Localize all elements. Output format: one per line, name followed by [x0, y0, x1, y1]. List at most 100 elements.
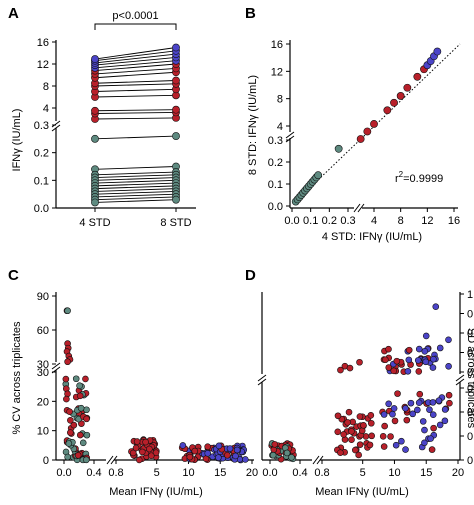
d-point: [379, 433, 387, 440]
a-pair-line: [94, 174, 177, 179]
d-point: [356, 413, 364, 420]
d-point: [380, 411, 388, 418]
a-y-tick-label: 0.0: [34, 203, 49, 215]
d-point: [414, 406, 421, 414]
c-point: [242, 456, 249, 463]
b-x-tick-label: 12: [421, 215, 433, 227]
d-point: [432, 303, 440, 310]
d-point: [436, 344, 444, 352]
c-point: [224, 451, 231, 459]
a-pair-line: [94, 171, 177, 176]
c-point: [139, 448, 146, 456]
d-point: [421, 348, 429, 355]
a-pair-line: [94, 71, 177, 79]
c-point: [76, 382, 83, 390]
b-y-tick-label: 0.0: [268, 201, 283, 213]
b-y-axis-break: [285, 131, 295, 143]
a-y-tick-label: 12: [37, 59, 49, 71]
a-point-8std: [172, 76, 180, 85]
d-point: [367, 412, 375, 419]
c-y-tick-label: 30: [37, 359, 49, 371]
d-point: [390, 367, 398, 375]
d-point: [435, 397, 443, 404]
d-x-tick-label: 5: [360, 467, 366, 479]
c-point: [83, 415, 90, 423]
d-point: [445, 336, 452, 344]
a-pair-line: [94, 80, 177, 84]
d-point: [422, 332, 430, 340]
c-x-tick-label: 0.4: [86, 467, 101, 479]
c-point: [232, 452, 239, 460]
d-y-tick-label: 0.8: [467, 309, 474, 321]
d-point: [436, 421, 444, 429]
d-point: [403, 416, 411, 424]
b-y-tick-label: 0.3: [268, 135, 283, 147]
a-y-tick-label: 0.3: [34, 120, 49, 132]
d-point: [337, 366, 344, 374]
a-point-8std: [172, 105, 180, 114]
b-y-tick-label: 16: [271, 39, 283, 51]
a-pair-line: [94, 109, 177, 112]
d-y-tick-label: 1.0: [467, 289, 474, 301]
a-pair-line: [94, 50, 177, 62]
d-point: [337, 449, 344, 456]
d-point: [385, 400, 392, 408]
c-point: [83, 431, 91, 439]
d-point: [358, 427, 366, 434]
c-point: [233, 446, 241, 454]
d-point: [419, 418, 427, 425]
a-pair-line: [94, 199, 177, 203]
d-point: [430, 355, 437, 363]
c-point: [62, 375, 70, 383]
d-point: [441, 406, 449, 413]
c-point: [76, 431, 84, 439]
d-point: [387, 433, 394, 440]
c-point: [63, 395, 70, 403]
d-point: [415, 399, 423, 406]
a-point-8std: [172, 132, 180, 140]
c-point: [132, 444, 140, 452]
d-point: [348, 428, 355, 435]
d-x-axis-break: [312, 455, 324, 465]
b-x-tick-label: 0.1: [303, 215, 318, 227]
d-point: [407, 399, 415, 407]
c-point: [226, 445, 234, 452]
d-point: [421, 426, 428, 434]
a-y-axis-label: IFNγ (IU/mL): [11, 109, 23, 172]
c-point: [82, 375, 89, 383]
d-y-tick-label: 0.05: [467, 431, 474, 443]
d-point: [382, 356, 389, 364]
d-point: [270, 446, 278, 453]
a-pair-line: [94, 193, 177, 198]
b-y-tick-label: 0.1: [268, 179, 283, 191]
c-x-tick-label: 20: [246, 467, 258, 479]
c-point: [64, 307, 71, 315]
d-point: [430, 424, 437, 432]
d-y-axis-break: [257, 374, 267, 386]
c-point: [65, 440, 73, 447]
d-point: [385, 364, 393, 371]
a-p-value: p<0.0001: [112, 10, 158, 22]
c-point: [146, 445, 153, 453]
c-point: [191, 447, 199, 455]
c-point: [147, 452, 155, 460]
b-point: [413, 72, 422, 81]
d-y-tick-label: 0.6: [467, 328, 474, 340]
c-point: [215, 454, 222, 461]
d-point: [288, 454, 295, 461]
c-y-tick-label: 60: [37, 325, 49, 337]
d-x-tick-label: 0.0: [262, 467, 277, 479]
d-point: [389, 410, 396, 418]
a-point-8std: [172, 43, 180, 52]
c-y-tick-label: 30: [37, 367, 49, 379]
d-x-tick-label: 0.4: [292, 467, 307, 479]
a-pair-line: [94, 60, 177, 69]
d-point: [445, 362, 452, 370]
c-point: [77, 404, 85, 412]
b-x-tick-label: 0.0: [284, 215, 299, 227]
a-pair-line: [94, 83, 177, 87]
a-pair-line: [94, 196, 177, 201]
d-point: [394, 390, 401, 397]
a-y-tick-label: 4: [43, 103, 49, 115]
